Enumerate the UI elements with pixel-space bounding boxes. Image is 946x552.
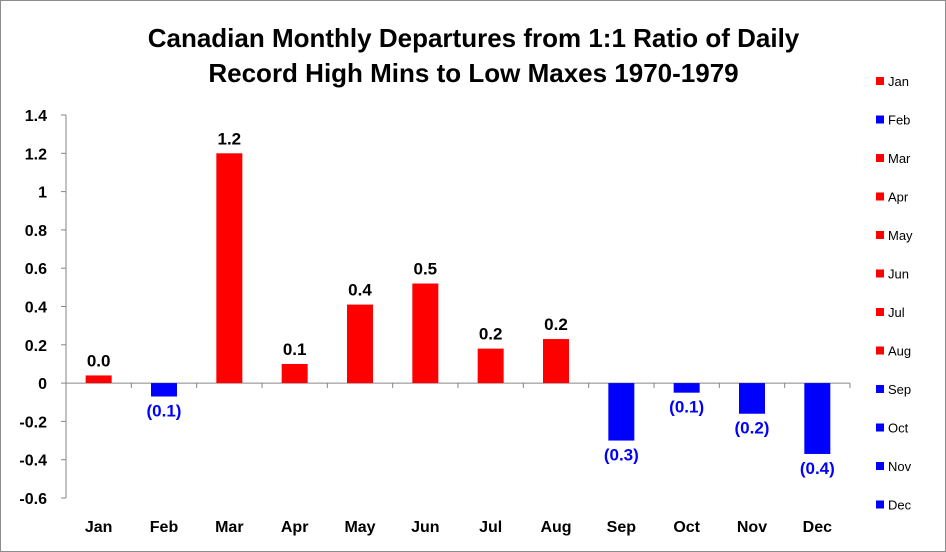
y-tick-label: 1 bbox=[38, 185, 47, 202]
bar-oct bbox=[673, 383, 700, 393]
legend-swatch-may bbox=[876, 231, 884, 239]
y-tick-label: 0.2 bbox=[25, 338, 47, 355]
x-tick-label: May bbox=[344, 519, 375, 536]
y-tick-label: 1.4 bbox=[25, 108, 47, 125]
bar-aug bbox=[543, 339, 569, 384]
bar-sep bbox=[608, 383, 635, 441]
y-tick-label: -0.4 bbox=[19, 453, 47, 470]
y-tick-label: -0.6 bbox=[19, 491, 47, 508]
bar-jun bbox=[412, 283, 439, 384]
data-label-oct: (0.1) bbox=[669, 398, 704, 417]
data-label-sep: (0.3) bbox=[604, 446, 639, 465]
legend-swatch-oct bbox=[876, 423, 884, 432]
legend-swatch-jul bbox=[876, 308, 884, 316]
legend-label-may: May bbox=[888, 228, 913, 243]
data-label-jan: 0.0 bbox=[87, 351, 111, 370]
bar-jan bbox=[85, 375, 112, 384]
bar-dec bbox=[804, 383, 831, 454]
data-label-jun: 0.5 bbox=[414, 260, 438, 279]
bar-mar bbox=[216, 153, 243, 384]
x-tick-label: Mar bbox=[215, 519, 243, 536]
legend-swatch-apr bbox=[876, 192, 884, 201]
legend-label-jun: Jun bbox=[888, 267, 909, 282]
bar-feb bbox=[151, 383, 177, 397]
plot-area: 1.4 1.2 1 0.8 0.6 0.4 0.2 0 -0.2 -0.4 -0.6 0.0 Jan (0… bbox=[19, 108, 851, 536]
data-label-jul: 0.2 bbox=[479, 325, 503, 344]
data-label-apr: 0.1 bbox=[283, 340, 307, 359]
y-tick-label: 1.2 bbox=[25, 146, 47, 163]
chart-title: Canadian Monthly Departures from 1:1 Rat… bbox=[147, 23, 800, 88]
x-tick-label: Apr bbox=[281, 519, 309, 536]
y-tick-label: 0.4 bbox=[25, 300, 47, 317]
legend-label-nov: Nov bbox=[888, 459, 912, 474]
x-tick-label: Jul bbox=[479, 519, 502, 536]
legend-swatch-sep bbox=[876, 385, 884, 393]
x-tick-label: Sep bbox=[607, 519, 637, 536]
x-tick-label: Jan bbox=[85, 519, 113, 536]
bar-jul bbox=[477, 348, 504, 384]
legend-label-mar: Mar bbox=[888, 151, 911, 166]
x-tick-label: Dec bbox=[803, 519, 832, 536]
bar-may bbox=[347, 304, 373, 384]
legend-label-apr: Apr bbox=[888, 190, 909, 205]
data-label-aug: 0.2 bbox=[544, 315, 568, 334]
legend-swatch-nov bbox=[876, 462, 884, 470]
legend-swatch-feb bbox=[876, 115, 884, 124]
x-tick-label: Aug bbox=[540, 519, 571, 536]
legend-label-oct: Oct bbox=[888, 421, 909, 436]
legend-swatch-dec bbox=[876, 500, 884, 509]
legend-swatch-aug bbox=[876, 346, 884, 355]
data-label-may: 0.4 bbox=[348, 281, 372, 300]
x-tick-label: Jun bbox=[411, 519, 439, 536]
data-label-nov: (0.2) bbox=[735, 419, 770, 438]
legend-swatch-mar bbox=[876, 154, 884, 162]
data-label-feb: (0.1) bbox=[147, 402, 182, 421]
legend-label-aug: Aug bbox=[888, 344, 911, 359]
x-tick-label: Oct bbox=[673, 519, 700, 536]
legend-label-feb: Feb bbox=[888, 113, 910, 128]
legend-label-sep: Sep bbox=[888, 382, 911, 397]
bar-nov bbox=[739, 383, 765, 414]
legend-swatch-jun bbox=[876, 269, 884, 278]
y-tick-label: 0.6 bbox=[25, 261, 47, 278]
legend-label-jul: Jul bbox=[888, 305, 905, 320]
x-tick-label: Nov bbox=[737, 519, 767, 536]
y-tick-label: 0.8 bbox=[25, 223, 47, 240]
y-tick-label: 0 bbox=[38, 376, 47, 393]
legend-label-jan: Jan bbox=[888, 74, 909, 89]
legend: Jan Feb Mar Apr May Jun Jul Aug Sep Oct Nov Dec bbox=[876, 74, 913, 513]
data-label-mar: 1.2 bbox=[218, 129, 242, 148]
legend-swatch-jan bbox=[876, 77, 884, 85]
data-label-dec: (0.4) bbox=[800, 459, 835, 478]
bar-apr bbox=[281, 363, 308, 384]
legend-label-dec: Dec bbox=[888, 498, 912, 513]
y-tick-label: -0.2 bbox=[19, 414, 47, 431]
x-tick-label: Feb bbox=[150, 519, 179, 536]
